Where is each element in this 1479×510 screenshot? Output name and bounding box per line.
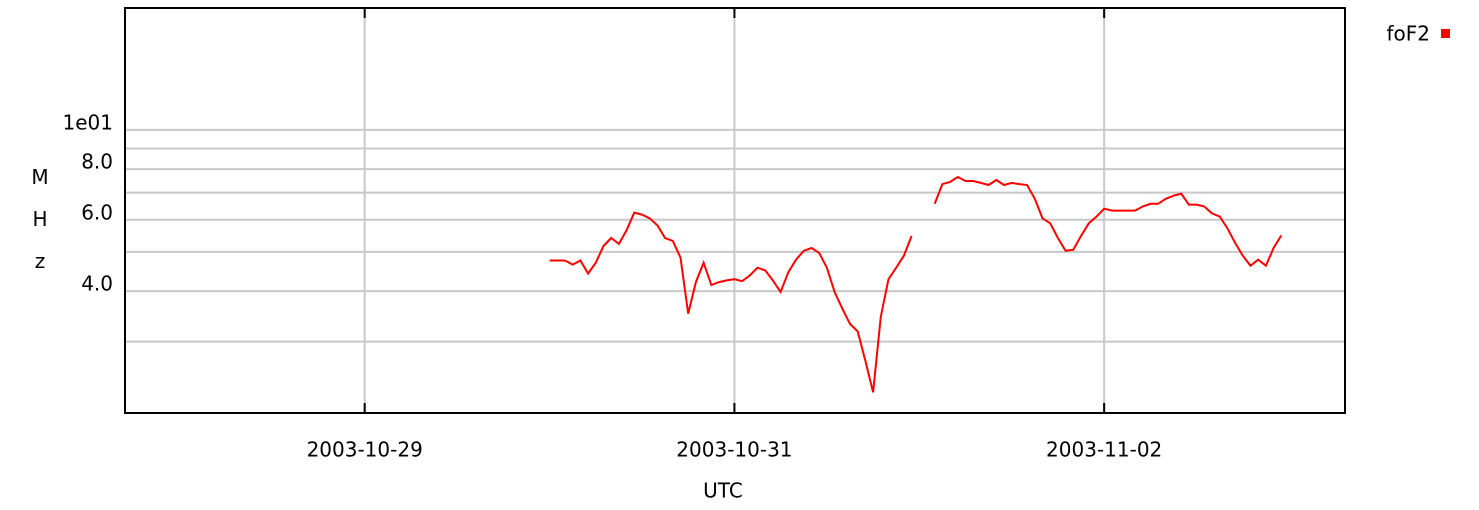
y-tick-label: 1e01 <box>63 110 113 134</box>
y-axis-label-letter: z <box>35 249 46 273</box>
y-tick-label: 6.0 <box>81 200 113 224</box>
legend-swatch <box>1441 29 1450 38</box>
x-axis-label: UTC <box>703 479 743 503</box>
x-tick-label: 2003-10-31 <box>676 438 792 462</box>
data-line <box>549 175 1283 393</box>
y-tick-label: 8.0 <box>81 150 113 174</box>
legend-label: foF2 <box>1386 22 1430 46</box>
x-tick-label: 2003-10-29 <box>307 438 423 462</box>
y-axis-label-letter: H <box>32 207 47 231</box>
x-tick-label: 2003-11-02 <box>1046 438 1162 462</box>
y-tick-label: 4.0 <box>81 272 113 296</box>
y-axis-label-letter: M <box>31 165 48 189</box>
plot-frame <box>124 7 1346 414</box>
